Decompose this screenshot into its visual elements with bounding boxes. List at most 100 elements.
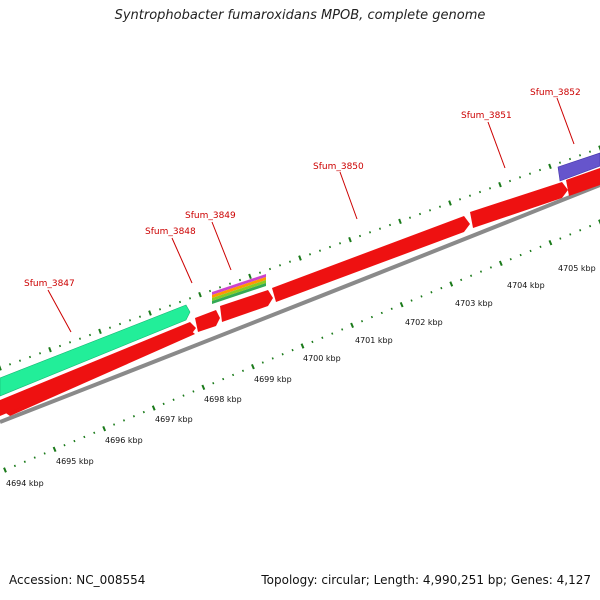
upper-tick: [158, 308, 162, 311]
upper-tick: [508, 179, 512, 183]
lower-tick: [399, 301, 404, 308]
lower-tick: [241, 369, 245, 373]
lower-tick: [261, 361, 264, 364]
upper-tick: [138, 315, 142, 318]
genome-summary-text: Topology: circular; Length: 4,990,251 bp…: [261, 573, 591, 587]
lower-tick: [331, 332, 334, 335]
gene-arrow-d[interactable]: [272, 216, 470, 302]
lower-tick: [33, 456, 36, 459]
lower-tick: [13, 464, 16, 468]
upper-tick: [388, 223, 392, 227]
lower-tick: [251, 363, 255, 370]
upper-tick: [428, 209, 432, 212]
lower-tick: [341, 328, 344, 331]
lower-tick: [460, 278, 463, 282]
upper-tick: [468, 194, 472, 197]
upper-tick: [108, 326, 112, 329]
upper-tick: [198, 291, 202, 298]
upper-tick: [168, 304, 172, 307]
upper-tick: [228, 282, 232, 285]
lower-tick: [489, 266, 492, 269]
gene-labels: Sfum_3847 Sfum_3848 Sfum_3849 Sfum_3850 …: [24, 88, 581, 333]
kbp-label: 4704 kbp: [507, 281, 545, 290]
gene-arrow-a[interactable]: [0, 322, 196, 416]
upper-tick: [148, 310, 152, 316]
upper-tick: [178, 300, 182, 304]
upper-tick: [408, 216, 412, 219]
lower-tick: [440, 286, 443, 290]
upper-tick: [518, 176, 522, 179]
lower-tick: [430, 291, 433, 294]
upper-tick: [438, 205, 442, 208]
upper-tick: [48, 346, 52, 353]
gene-arrow-c[interactable]: [220, 290, 273, 322]
lower-tick: [449, 281, 454, 287]
lower-tick: [291, 348, 294, 352]
lower-tick: [548, 239, 553, 246]
gene-label-sfum-3849: Sfum_3849: [185, 211, 236, 221]
gene-label-sfum-3851: Sfum_3851: [461, 111, 512, 121]
lower-tick: [113, 423, 116, 426]
lower-tick: [539, 245, 542, 249]
lower-tick: [52, 446, 57, 453]
lower-tick: [201, 384, 206, 391]
upper-tick: [578, 154, 582, 157]
lower-tick: [73, 439, 76, 443]
lower-tick: [311, 340, 314, 344]
kbp-label: 4697 kbp: [155, 415, 193, 424]
upper-tick: [538, 168, 542, 172]
gene-bar-sfum-3849[interactable]: [212, 274, 266, 304]
upper-tick: [98, 328, 102, 335]
upper-tick: [88, 333, 92, 337]
upper-tick: [308, 253, 312, 256]
lower-tick: [142, 410, 145, 414]
accession-text: Accession: NC_008554: [9, 573, 146, 587]
gene-arrow-e[interactable]: [470, 182, 568, 228]
lower-tick: [321, 336, 324, 339]
kbp-scale-labels: 4694 kbp 4695 kbp 4696 kbp 4697 kbp 4698 kbp…: [6, 264, 596, 488]
gene-arrow-f[interactable]: [566, 168, 600, 196]
upper-tick: [448, 200, 452, 206]
gene-arrow-b[interactable]: [195, 310, 220, 332]
lower-tick: [598, 219, 600, 225]
kbp-label: 4699 kbp: [254, 375, 292, 384]
lower-tick: [182, 394, 185, 397]
lower-tick: [23, 460, 26, 463]
lower-tick: [222, 377, 225, 381]
upper-tick: [298, 255, 302, 261]
lower-tick: [172, 398, 175, 401]
kbp-label: 4700 kbp: [303, 354, 341, 363]
lower-tick: [350, 322, 354, 329]
upper-tick: [0, 365, 2, 371]
kbp-label: 4698 kbp: [204, 395, 242, 404]
lower-tick: [122, 419, 126, 422]
upper-tick: [358, 234, 362, 238]
upper-tick: [528, 172, 532, 175]
upper-tick: [548, 163, 552, 170]
lower-tick: [281, 353, 284, 356]
gene-bar-sfum-3847[interactable]: [0, 304, 191, 397]
upper-tick: [118, 322, 122, 326]
lower-tick: [162, 402, 165, 406]
upper-tick: [378, 227, 382, 230]
lower-tick: [360, 319, 364, 323]
upper-tick: [558, 161, 562, 164]
upper-tick: [398, 218, 402, 225]
lower-tick: [93, 431, 96, 435]
lower-tick: [102, 425, 107, 432]
upper-tick: [238, 278, 242, 282]
upper-tick: [268, 267, 272, 271]
lower-tick: [192, 390, 195, 393]
lower-tick: [212, 381, 215, 385]
gene-bar-sfum-3852[interactable]: [557, 152, 600, 182]
upper-tick-track: [0, 145, 600, 371]
kbp-label: 4694 kbp: [6, 479, 44, 488]
lower-tick: [83, 435, 86, 439]
lower-tick: [271, 357, 274, 360]
upper-tick: [368, 231, 372, 234]
upper-tick: [288, 260, 292, 263]
upper-tick: [8, 363, 12, 366]
upper-tick: [188, 297, 192, 300]
gene-label-sfum-3847: Sfum_3847: [24, 279, 75, 289]
